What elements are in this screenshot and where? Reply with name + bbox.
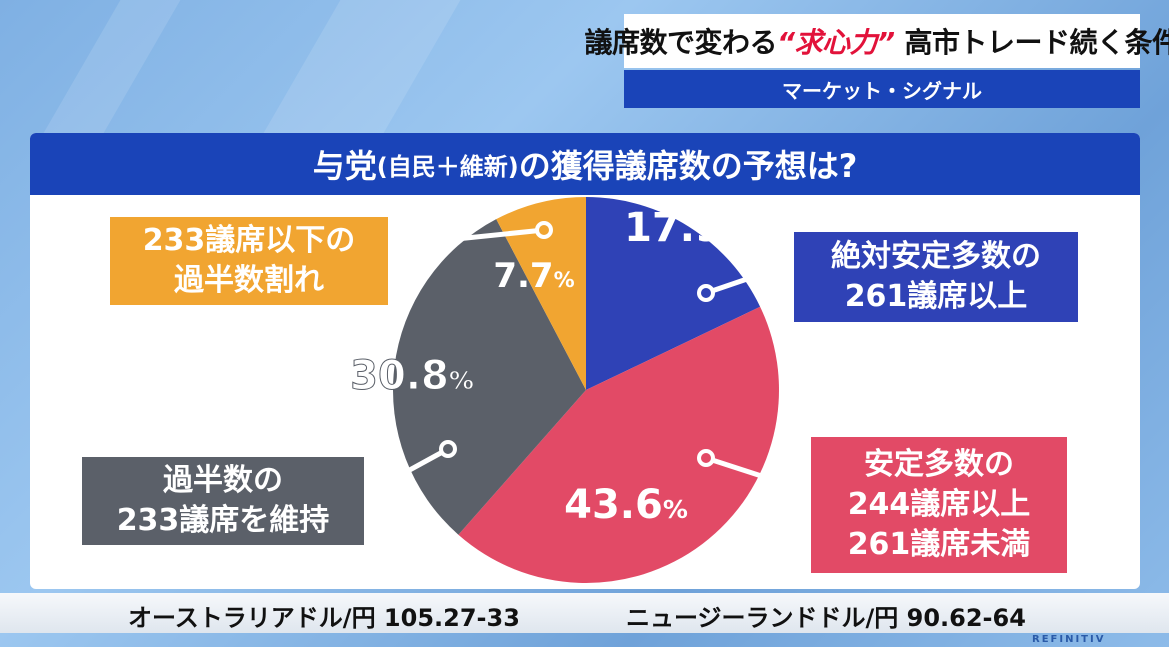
chart-title-rest: の獲得議席数の予想は?	[518, 147, 858, 185]
bg-stripe	[259, 0, 461, 140]
subheadline: マーケット・シグナル	[624, 70, 1140, 108]
pct-label-0: 17.9%	[624, 205, 748, 251]
pct-value: 43.6	[564, 482, 663, 528]
leader-dot-1	[697, 449, 715, 467]
pie-slice-3	[496, 197, 586, 390]
pie-slice-0	[586, 197, 761, 390]
pct-unit: %	[663, 495, 688, 524]
pct-unit: %	[449, 366, 474, 395]
pie-slice-1	[458, 306, 779, 583]
legend-line: 過半数の	[163, 463, 283, 498]
chart-title-paren: (自民＋維新)	[376, 152, 519, 181]
pct-label-2: 30.8%	[350, 353, 474, 399]
legend-box-slice-0: 絶対安定多数の 261議席以上	[794, 232, 1078, 322]
leader-dot-0	[697, 284, 715, 302]
leader-dot-3	[535, 221, 553, 239]
leader-line-2	[362, 446, 450, 498]
leader-line-1	[705, 455, 821, 498]
headline: 議席数で変わる “求心力” 高市トレード続く条件	[584, 14, 1169, 68]
pie-slice-2	[393, 219, 586, 535]
leader-line-3	[387, 227, 545, 249]
legend-line: 安定多数の	[864, 447, 1014, 482]
pct-value: 17.9	[624, 205, 723, 251]
leader-dot-2	[439, 440, 457, 458]
pct-label-3: 7.7%	[493, 256, 574, 296]
ticker-nzd-jpy: ニュージーランドドル/円 90.62-64	[626, 604, 1026, 632]
pct-unit: %	[723, 218, 748, 247]
pie-chart: 17.9%43.6%30.8%7.7%	[350, 197, 821, 583]
chart-panel: 与党 (自民＋維新) の獲得議席数の予想は? 17.9% 43.6% 30.8% 7.7%…	[30, 133, 1140, 589]
chart-title: 与党 (自民＋維新) の獲得議席数の予想は?	[30, 133, 1140, 195]
legend-box-slice-1: 安定多数の 244議席以上 261議席未満	[811, 437, 1067, 573]
headline-post: 高市トレード続く条件	[904, 26, 1169, 59]
legend-line: 233議席以下の	[142, 223, 356, 258]
chart-title-main: 与党	[312, 147, 377, 185]
pct-unit: %	[554, 268, 575, 292]
legend-line: 261議席未満	[847, 527, 1031, 562]
legend-line: 261議席以上	[844, 279, 1028, 314]
legend-line: 244議席以上	[847, 487, 1031, 522]
market-ticker: オーストラリアドル/円 105.27-33 ニュージーランドドル/円 90.62…	[0, 593, 1169, 633]
ticker-aud-jpy: オーストラリアドル/円 105.27-33	[128, 604, 520, 632]
legend-box-slice-3: 233議席以下の 過半数割れ	[110, 217, 388, 305]
leader-line-0	[705, 260, 795, 296]
bg-stripe	[39, 0, 181, 140]
brand-logo: REFINITIV	[1032, 634, 1106, 645]
pct-value: 7.7	[493, 256, 553, 296]
legend-line: 過半数割れ	[174, 263, 324, 298]
legend-box-slice-2: 過半数の 233議席を維持	[82, 457, 364, 545]
pct-label-1: 43.6%	[564, 482, 688, 528]
legend-line: 絶対安定多数の	[831, 239, 1041, 274]
headline-pre: 議席数で変わる	[584, 26, 777, 59]
legend-line: 233議席を維持	[116, 503, 330, 538]
pct-value: 30.8	[350, 353, 449, 399]
headline-highlight: “求心力”	[776, 26, 895, 59]
